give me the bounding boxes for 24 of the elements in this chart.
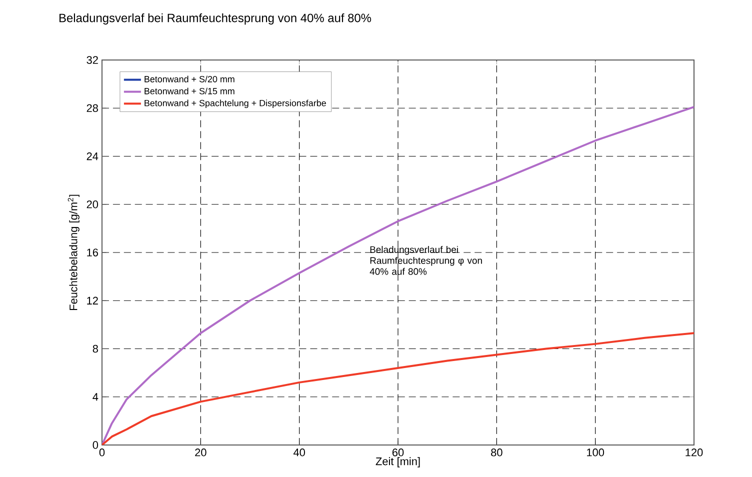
line-series: [102, 332, 694, 445]
x-tick-label: 100: [587, 448, 604, 456]
y-tick-label: 4: [92, 393, 98, 401]
y-tick-label: 20: [86, 200, 98, 208]
annotation: Beladungsverlauf bei Raumfeuchtesprung φ von 40% auf 80%: [370, 246, 482, 275]
x-tick-label: 40: [293, 448, 305, 456]
legend-label: Betonwand + Spachtelung + Dispersionsfarbe: [144, 100, 326, 108]
legend-label: Betonwand + S/15 mm: [144, 88, 234, 94]
x-tick-label: 60: [392, 448, 404, 456]
x-tick-label: 0: [99, 448, 105, 456]
y-tick-label: 16: [87, 248, 98, 256]
x-tick-label: 20: [195, 448, 206, 456]
y-tick-label: 28: [86, 104, 98, 112]
x-tick-label: 120: [686, 448, 703, 456]
y-tick-label: 0: [92, 441, 98, 449]
chart-title: Beladungsverlaf bei Raumfeuchtesprung von 40% auf 80%: [60, 13, 372, 25]
x-tick-label: 80: [491, 448, 502, 456]
legend-label: Betonwand + S/20 mm: [144, 76, 234, 82]
y-tick-label: 32: [86, 56, 98, 64]
y-tick-label: 24: [86, 152, 98, 160]
y-tick-label: 12: [87, 296, 98, 304]
x-axis-title: Zeit [min]: [376, 457, 420, 468]
y-axis-title: Feuchtebeladung [g/m$^{2}$]: [68, 194, 80, 310]
y-tick-label: 8: [92, 344, 98, 353]
